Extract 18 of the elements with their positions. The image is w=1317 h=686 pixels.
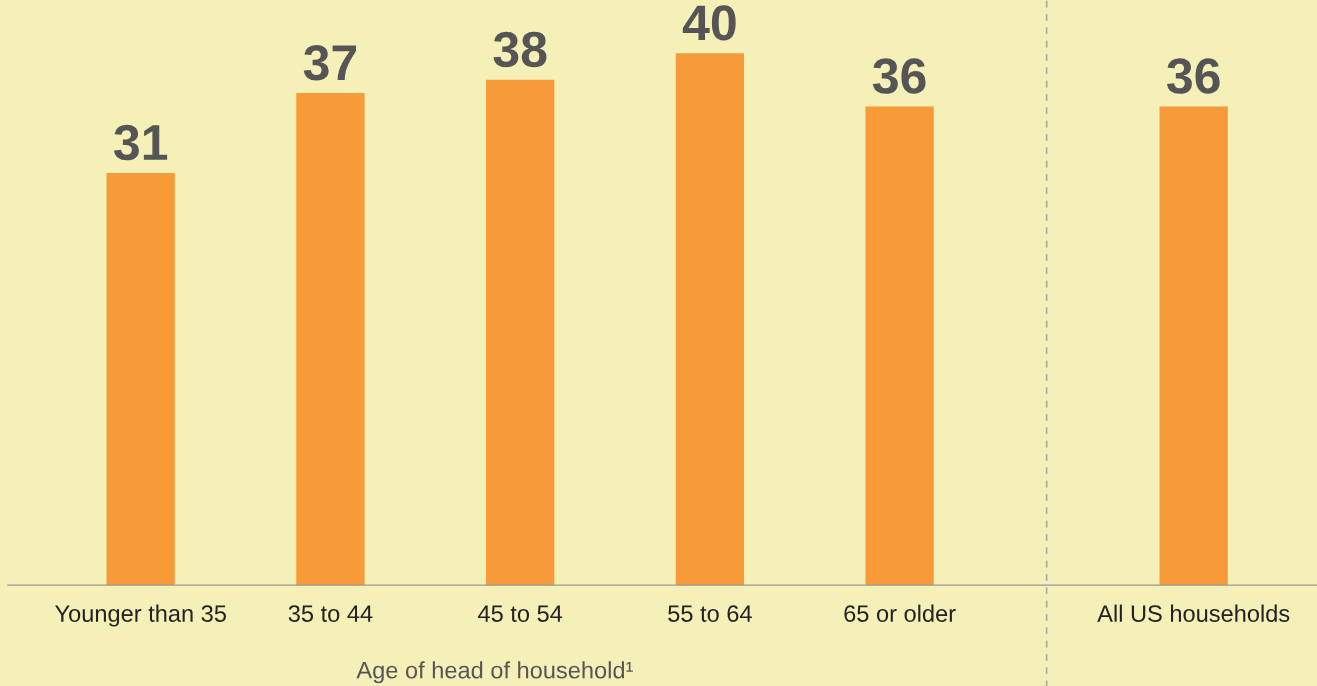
bar <box>486 79 555 586</box>
x-tick-label: 35 to 44 <box>288 605 373 622</box>
data-label: 38 <box>493 31 547 68</box>
bar <box>106 172 175 586</box>
x-tick-label: 55 to 64 <box>668 605 752 622</box>
x-tick-label: Younger than 35 <box>55 604 226 627</box>
x-tick-label: 65 or older <box>844 604 956 622</box>
data-label: 31 <box>114 124 168 161</box>
x-axis-title: Age of head of household¹ <box>356 661 633 684</box>
bar <box>865 106 934 586</box>
data-label: 36 <box>872 58 926 94</box>
data-label: 40 <box>682 5 736 41</box>
x-tick-label: 45 to 54 <box>478 605 563 622</box>
bar <box>296 93 365 586</box>
bar <box>675 53 745 586</box>
data-label: 37 <box>303 45 357 81</box>
x-tick-label: All US households <box>1097 604 1290 622</box>
data-label: 36 <box>1167 58 1220 94</box>
